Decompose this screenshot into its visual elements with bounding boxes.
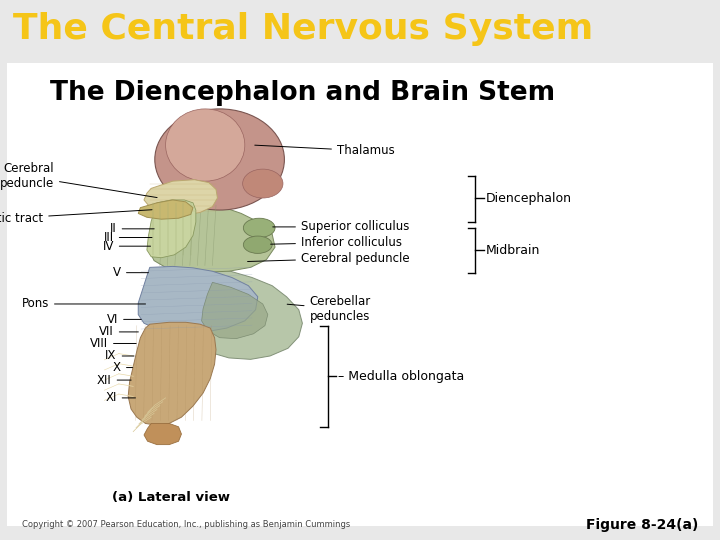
Polygon shape (138, 266, 258, 333)
Text: Thalamus: Thalamus (255, 144, 395, 157)
Polygon shape (144, 423, 181, 444)
Polygon shape (138, 200, 193, 219)
Ellipse shape (155, 109, 284, 210)
Text: Optic tract: Optic tract (0, 210, 152, 225)
Text: VI: VI (107, 313, 141, 326)
Text: IV: IV (102, 240, 150, 253)
Ellipse shape (243, 236, 272, 253)
Text: VIII: VIII (90, 337, 136, 350)
Text: Cerebral peduncle: Cerebral peduncle (248, 252, 410, 265)
Polygon shape (191, 268, 302, 360)
Text: The Central Nervous System: The Central Nervous System (13, 12, 593, 46)
Ellipse shape (243, 169, 283, 198)
Polygon shape (128, 322, 216, 426)
Polygon shape (202, 282, 268, 339)
Polygon shape (144, 180, 217, 215)
Text: III: III (104, 231, 152, 244)
Text: XII: XII (97, 374, 131, 387)
Text: (a) Lateral view: (a) Lateral view (112, 491, 230, 504)
Text: Pons: Pons (22, 298, 145, 310)
Text: Figure 8-24(a): Figure 8-24(a) (586, 517, 698, 531)
Text: Copyright © 2007 Pearson Education, Inc., publishing as Benjamin Cummings: Copyright © 2007 Pearson Education, Inc.… (22, 520, 350, 529)
Text: – Medulla oblongata: – Medulla oblongata (338, 370, 464, 383)
Text: XI: XI (105, 392, 135, 404)
Ellipse shape (166, 109, 245, 181)
Text: VII: VII (99, 326, 138, 339)
Text: Cerebellar
peduncles: Cerebellar peduncles (287, 295, 371, 323)
Text: Cerebral
peduncle: Cerebral peduncle (0, 163, 157, 198)
Text: Diencephalon: Diencephalon (486, 192, 572, 205)
Text: II: II (110, 222, 154, 235)
Text: X: X (113, 361, 132, 374)
Text: The Diencephalon and Brain Stem: The Diencephalon and Brain Stem (50, 80, 555, 106)
Text: Inferior colliculus: Inferior colliculus (271, 236, 402, 249)
Text: Midbrain: Midbrain (486, 244, 541, 256)
Text: V: V (113, 266, 148, 279)
Text: IX: IX (105, 349, 134, 362)
Polygon shape (147, 200, 196, 258)
Ellipse shape (243, 218, 275, 238)
Text: Superior colliculus: Superior colliculus (273, 220, 410, 233)
Polygon shape (150, 199, 275, 272)
FancyBboxPatch shape (7, 63, 713, 525)
